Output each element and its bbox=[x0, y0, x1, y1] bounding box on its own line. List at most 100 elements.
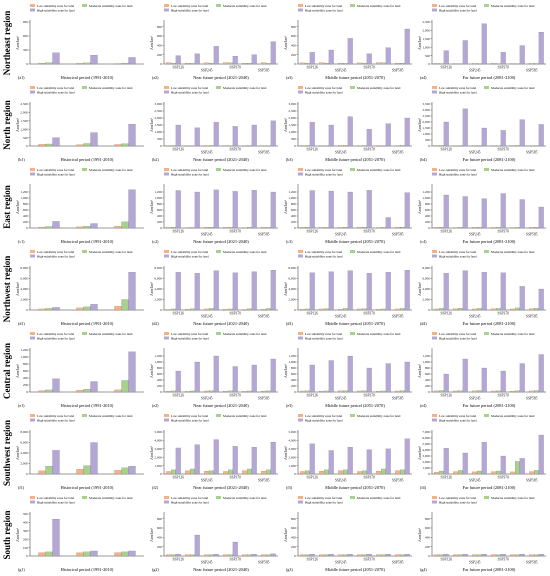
y-tick-label: 800 bbox=[291, 366, 296, 370]
bar bbox=[309, 554, 315, 557]
y-tick-label: 2,000 bbox=[20, 111, 28, 116]
bar bbox=[90, 550, 98, 557]
legend-label: Low suitability zone for land bbox=[305, 496, 342, 500]
bar bbox=[496, 308, 501, 311]
bar bbox=[510, 471, 516, 475]
bar bbox=[261, 309, 267, 311]
bar bbox=[385, 47, 391, 65]
legend-label: Moderate suitability zone for land bbox=[357, 250, 401, 254]
bar bbox=[251, 54, 257, 65]
bar bbox=[434, 63, 440, 65]
scenario-label: SSP245 bbox=[469, 151, 481, 155]
legend-label: Low suitability zone for land bbox=[439, 332, 476, 336]
legend-label: Low suitability zone for land bbox=[439, 414, 476, 418]
bar bbox=[381, 554, 386, 557]
legend-label: Low suitability zone for land bbox=[439, 4, 476, 8]
bar bbox=[190, 468, 195, 475]
y-tick-label: 400 bbox=[23, 521, 28, 525]
y-tick-label: 8,000 bbox=[20, 430, 28, 435]
bar bbox=[185, 554, 191, 557]
bar bbox=[232, 126, 238, 147]
bar bbox=[477, 554, 482, 557]
legend-swatch bbox=[164, 250, 169, 253]
bar bbox=[247, 62, 252, 65]
bar bbox=[338, 309, 344, 311]
y-tick-label: 0 bbox=[428, 390, 430, 394]
period-title: Historical period (1991-2010) bbox=[61, 485, 114, 490]
bar bbox=[439, 227, 444, 229]
y-tick-label: 800 bbox=[425, 517, 430, 521]
y-tick-label: 500 bbox=[157, 137, 162, 141]
bar bbox=[76, 144, 84, 147]
bar bbox=[496, 470, 501, 475]
scenario-label: SSP126 bbox=[173, 148, 185, 152]
legend-swatch bbox=[30, 8, 35, 12]
legend-label: Moderate suitability zone for land bbox=[89, 414, 133, 418]
bar bbox=[395, 308, 401, 311]
chart-legend: Low suitability zone for land Moderate su… bbox=[30, 332, 133, 341]
bar bbox=[500, 272, 506, 311]
legend-swatch bbox=[30, 414, 35, 417]
bar bbox=[83, 226, 91, 229]
scenario-label: SSP370 bbox=[230, 66, 242, 70]
y-tick-label: 2,000 bbox=[154, 455, 162, 460]
legend-label: Low suitability zone for land bbox=[171, 86, 208, 90]
bar bbox=[500, 52, 506, 65]
bar bbox=[300, 309, 306, 311]
scenario-label: SSP245 bbox=[469, 315, 481, 319]
y-tick-label: 600 bbox=[425, 372, 430, 376]
chart-legend: Low suitability zone for land Moderate su… bbox=[164, 332, 267, 341]
bar bbox=[121, 380, 129, 393]
y-axis-label: Area/km² bbox=[284, 36, 288, 50]
bar bbox=[357, 554, 363, 557]
scenario-label: SSP585 bbox=[526, 397, 538, 401]
bar bbox=[52, 378, 60, 393]
y-tick-label: 500 bbox=[425, 138, 430, 142]
legend-swatch bbox=[216, 86, 221, 89]
y-tick-label: 500 bbox=[291, 137, 296, 141]
bar bbox=[496, 554, 501, 557]
bar bbox=[83, 389, 91, 393]
bar bbox=[381, 468, 386, 475]
bar bbox=[114, 389, 122, 393]
bar bbox=[362, 62, 367, 65]
y-tick-label: 1,000 bbox=[422, 466, 430, 471]
bar bbox=[519, 458, 525, 475]
bar bbox=[357, 390, 363, 393]
bar bbox=[439, 308, 444, 311]
panel-label: (d1) bbox=[18, 321, 25, 326]
bar bbox=[500, 130, 506, 147]
legend-swatch bbox=[432, 8, 437, 12]
bar bbox=[38, 62, 46, 65]
bar bbox=[404, 117, 410, 147]
legend-swatch bbox=[30, 332, 35, 335]
y-tick-label: 4,000 bbox=[154, 439, 162, 444]
legend-label: High suitability zone for land bbox=[439, 91, 477, 95]
y-tick-label: 0 bbox=[428, 62, 430, 66]
legend-swatch bbox=[30, 496, 35, 499]
bar bbox=[496, 227, 501, 229]
y-axis-label: Area/km² bbox=[284, 118, 288, 132]
legend-label: Moderate suitability zone for land bbox=[89, 86, 133, 90]
bar bbox=[261, 470, 267, 475]
y-tick-label: 600 bbox=[291, 372, 296, 376]
scenario-label: SSP126 bbox=[441, 230, 453, 234]
bar bbox=[472, 63, 478, 65]
y-tick-label: 400 bbox=[291, 378, 296, 382]
bar bbox=[171, 62, 176, 65]
y-tick-label: 400 bbox=[291, 44, 296, 48]
chart-panel: Low suitability zone for land Moderate su… bbox=[284, 4, 412, 80]
legend-swatch bbox=[298, 500, 303, 504]
bar bbox=[529, 227, 535, 229]
chart-legend: Low suitability zone for land Moderate su… bbox=[432, 332, 535, 341]
bar bbox=[453, 390, 459, 393]
bar bbox=[228, 308, 233, 311]
bar bbox=[381, 62, 386, 65]
bar bbox=[128, 351, 136, 393]
bar bbox=[76, 552, 84, 557]
bar bbox=[366, 190, 372, 229]
legend-label: High suitability zone for land bbox=[305, 9, 343, 13]
bar bbox=[324, 469, 329, 475]
legend-swatch bbox=[350, 4, 355, 7]
bar bbox=[251, 190, 257, 229]
